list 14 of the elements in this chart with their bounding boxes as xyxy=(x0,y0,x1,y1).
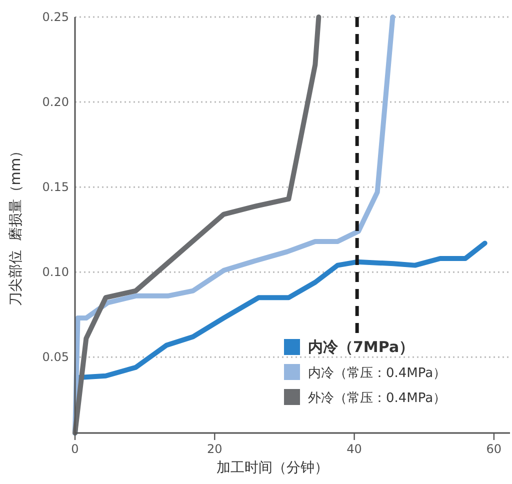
y-tick-label: 0.10 xyxy=(42,265,69,280)
legend-label: 外冷（常压：0.4MPa） xyxy=(308,391,446,406)
y-tick-label: 0.25 xyxy=(42,10,69,24)
x-tick-label: 60 xyxy=(486,442,502,456)
y-axis-title: 刀尖部位 磨损量（mm） xyxy=(8,144,24,306)
x-tick-label: 20 xyxy=(207,442,222,456)
legend-label: 内冷（常压：0.4MPa） xyxy=(308,366,446,381)
x-tick-label: 40 xyxy=(346,442,362,456)
y-tick-label: 0.15 xyxy=(42,180,69,194)
y-tick-label: 0.20 xyxy=(42,95,69,110)
y-tick-label: 0.05 xyxy=(42,350,69,364)
x-tick-label: 0 xyxy=(71,442,79,456)
x-axis-title: 加工时间（分钟） xyxy=(216,460,328,476)
legend-label: 内冷（7MPa） xyxy=(308,338,414,356)
